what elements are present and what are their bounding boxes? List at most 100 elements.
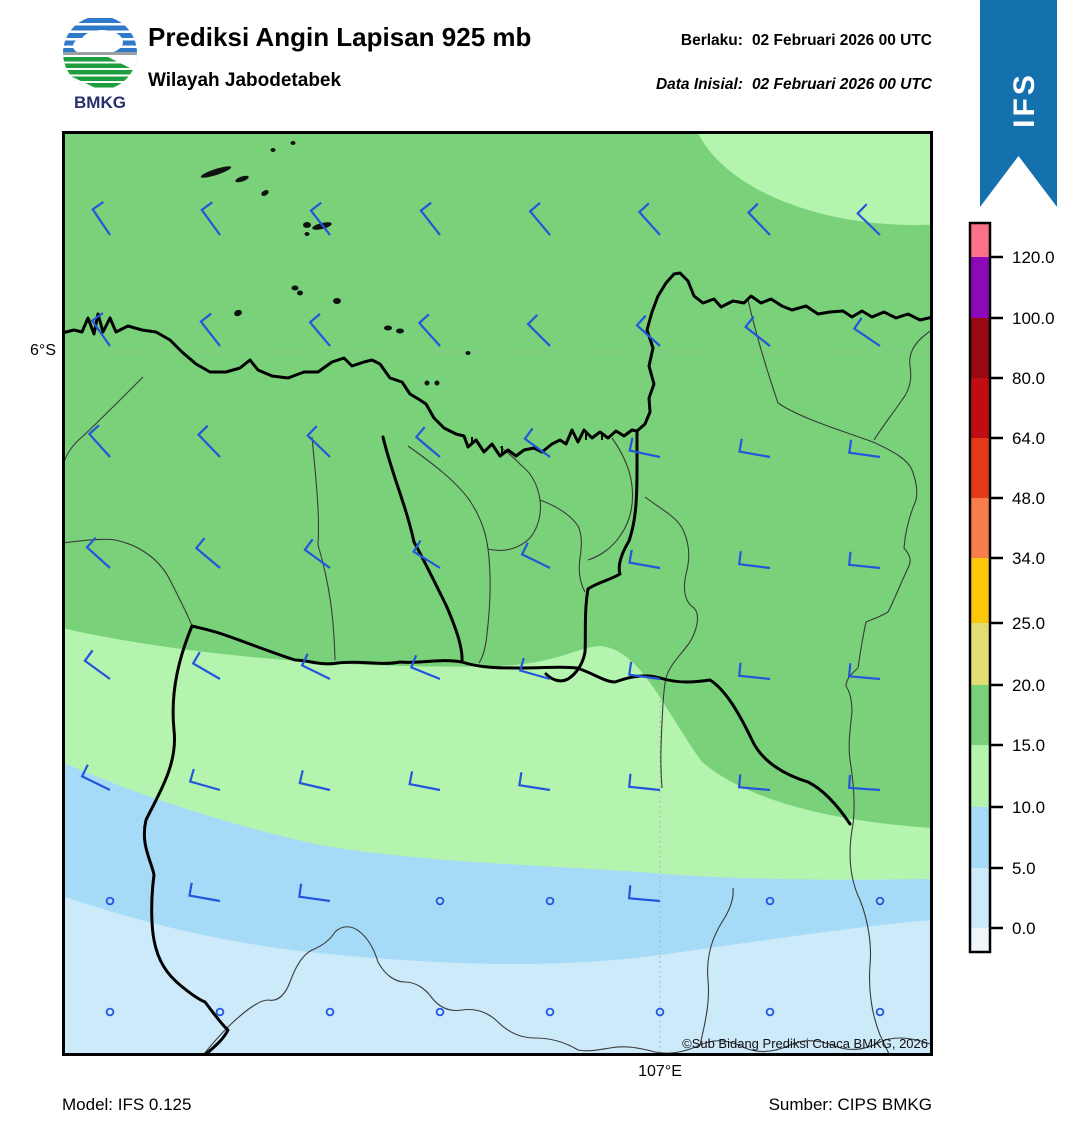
colorbar-border bbox=[968, 221, 992, 954]
wind-speed-colorbar: 120.0 100.0 80.0 64.0 48.0 34.0 25.0 20.0 15.0 10… bbox=[968, 221, 1055, 954]
wind-barb-icon bbox=[306, 425, 331, 458]
calm-wind-icon bbox=[655, 1007, 665, 1017]
colorbar-ticks: 120.0 100.0 80.0 64.0 48.0 34.0 25.0 20.0 15.0 10… bbox=[990, 248, 1055, 938]
island bbox=[304, 232, 310, 236]
wind-barb-icon bbox=[856, 203, 881, 236]
wind-barb-icon bbox=[90, 312, 111, 347]
calm-wind-icon bbox=[545, 1007, 555, 1017]
island bbox=[290, 141, 296, 145]
ribbon-label: IFS bbox=[1008, 72, 1041, 128]
valid-time-label: Berlaku: bbox=[680, 32, 743, 49]
wind-barb-icon bbox=[628, 437, 661, 459]
colorbar-tick-label: 64.0 bbox=[1012, 429, 1045, 448]
island bbox=[291, 285, 299, 291]
wind-barb-icon bbox=[414, 426, 441, 458]
colorbar-tick-label: 34.0 bbox=[1012, 549, 1045, 568]
island bbox=[303, 222, 311, 228]
wind-barb-icon bbox=[528, 202, 551, 236]
island bbox=[297, 290, 303, 296]
wind-barb-icon bbox=[87, 424, 111, 458]
wind-barb-icon bbox=[412, 539, 441, 569]
wind-barb-icon bbox=[199, 312, 221, 347]
wind-barb-icon bbox=[298, 770, 331, 792]
calm-wind-icon bbox=[435, 896, 445, 906]
wind-barb-icon bbox=[520, 542, 551, 569]
island bbox=[465, 351, 471, 355]
calm-wind-icon bbox=[765, 1007, 775, 1017]
valid-time-value: 02 Februari 2026 00 UTC bbox=[751, 32, 932, 49]
calm-wind-icon bbox=[325, 1007, 335, 1017]
wind-barb-icon bbox=[737, 774, 771, 792]
wind-barb-icon bbox=[847, 663, 881, 681]
wind-barbs-layer bbox=[80, 201, 885, 1017]
calm-wind-icon bbox=[435, 1007, 445, 1017]
colorbar-segment bbox=[970, 807, 990, 868]
harbor-marks bbox=[471, 431, 603, 453]
colorbar-segment bbox=[970, 257, 990, 318]
colorbar-tick-label: 80.0 bbox=[1012, 369, 1045, 388]
colorbar-segment bbox=[970, 745, 990, 807]
wind-barb-icon bbox=[737, 551, 771, 570]
wind-barb-icon bbox=[194, 537, 221, 569]
wind-barb-icon bbox=[91, 201, 111, 236]
calm-wind-icon bbox=[765, 896, 775, 906]
calm-wind-icon bbox=[105, 1007, 115, 1017]
colorbar-segment bbox=[970, 378, 990, 438]
wind-barb-icon bbox=[744, 316, 771, 347]
colorbar-tick-label: 5.0 bbox=[1012, 859, 1036, 878]
island bbox=[424, 380, 430, 386]
colorbar-segment bbox=[970, 685, 990, 745]
island bbox=[200, 166, 232, 178]
colorbar-tick-label: 100.0 bbox=[1012, 309, 1055, 328]
wind-barb-icon bbox=[309, 201, 331, 236]
ribbon-banner-icon bbox=[980, 0, 1057, 207]
bmkg-logo-text: BMKG bbox=[74, 93, 126, 112]
wind-barb-icon bbox=[737, 662, 771, 681]
calm-wind-icon bbox=[215, 1007, 225, 1017]
island bbox=[235, 175, 249, 183]
region-ne-wind-10-15 bbox=[697, 131, 933, 225]
wind-barb-icon bbox=[188, 768, 221, 792]
colorbar-tick-label: 15.0 bbox=[1012, 736, 1045, 755]
wind-barb-icon bbox=[628, 661, 661, 681]
bmkg-logo-icon bbox=[63, 16, 137, 90]
wind-barb-icon bbox=[300, 653, 331, 680]
wind-barb-icon bbox=[200, 201, 221, 236]
colorbar-tick-label: 120.0 bbox=[1012, 248, 1055, 267]
wind-barb-icon bbox=[627, 773, 661, 792]
wind-barb-icon bbox=[80, 764, 111, 791]
page-title: Prediksi Angin Lapisan 925 mb bbox=[148, 22, 532, 52]
wind-barb-icon bbox=[83, 649, 111, 680]
wind-barb-icon bbox=[196, 424, 221, 458]
coastline-and-province-borders bbox=[62, 271, 933, 1056]
map-frame bbox=[62, 131, 933, 1056]
island bbox=[261, 190, 269, 196]
colorbar-segments bbox=[970, 223, 990, 952]
wind-barb-icon bbox=[298, 883, 331, 903]
islands-layer bbox=[200, 141, 471, 386]
region-wind-0-5 bbox=[62, 896, 933, 1056]
colorbar-segment bbox=[970, 623, 990, 685]
colorbar-segment bbox=[970, 558, 990, 623]
bmkg-logo: BMKG bbox=[63, 16, 137, 112]
colorbar-tick-label: 25.0 bbox=[1012, 614, 1045, 633]
wind-barb-icon bbox=[419, 201, 441, 236]
province-border-east bbox=[544, 429, 639, 683]
wind-barb-icon bbox=[738, 438, 771, 459]
wind-barb-icon bbox=[85, 536, 111, 569]
coastline bbox=[62, 271, 933, 458]
wind-barb-icon bbox=[852, 317, 881, 347]
latitude-label: 6°S bbox=[30, 342, 56, 359]
island bbox=[333, 298, 341, 304]
province-border-west bbox=[142, 435, 464, 1056]
wind-barb-icon bbox=[627, 885, 661, 903]
model-ribbon: IFS bbox=[980, 0, 1057, 207]
map-copyright: ©Sub Bidang Prediksi Cuaca BMKG, 2026 bbox=[682, 1036, 928, 1051]
calm-wind-icon bbox=[105, 896, 115, 906]
colorbar-segment bbox=[970, 223, 990, 257]
island bbox=[270, 148, 276, 152]
graticule bbox=[62, 131, 933, 1056]
colorbar-segment bbox=[970, 868, 990, 928]
wind-barb-icon bbox=[191, 651, 221, 680]
colorbar-segment bbox=[970, 928, 990, 952]
